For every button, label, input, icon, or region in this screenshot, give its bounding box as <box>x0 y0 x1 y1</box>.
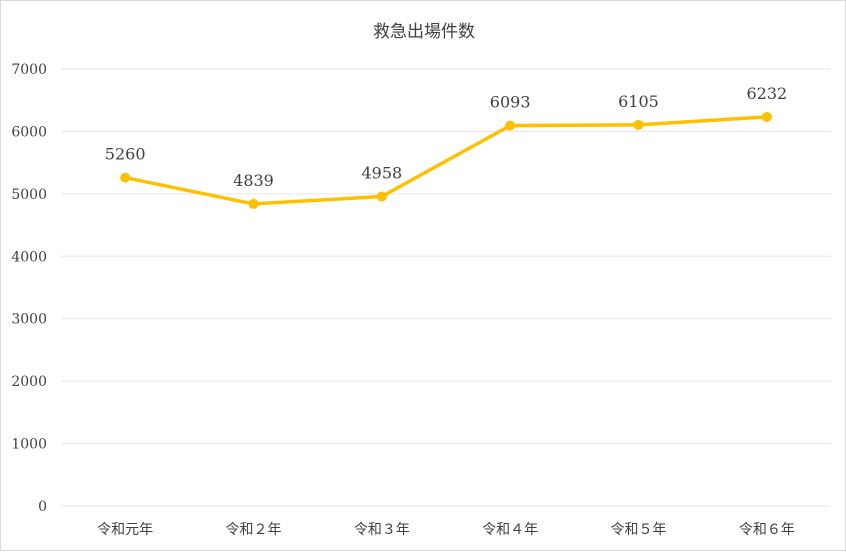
x-tick-label: 令和４年 <box>482 522 538 538</box>
data-label: 6093 <box>490 93 531 112</box>
y-tick-label: 6000 <box>11 124 47 140</box>
y-tick-label: 7000 <box>11 62 47 78</box>
data-labels: 5260 4839 4958 6093 6105 6232 <box>105 84 787 190</box>
data-point <box>120 172 131 183</box>
data-point <box>761 111 772 122</box>
x-tick-label: 令和５年 <box>611 522 667 538</box>
data-point <box>633 119 644 130</box>
data-point <box>505 120 516 131</box>
x-tick-label: 令和３年 <box>354 522 410 538</box>
series-line-path <box>123 115 769 206</box>
y-tick-label: 2000 <box>11 374 47 390</box>
y-axis-labels: 0 1000 2000 3000 4000 5000 6000 7000 <box>11 62 47 515</box>
y-tick-label: 4000 <box>11 249 47 265</box>
data-point <box>248 198 259 209</box>
data-label: 5260 <box>105 145 146 164</box>
x-tick-label: 令和元年 <box>97 522 153 538</box>
y-tick-label: 0 <box>38 499 47 515</box>
y-tick-label: 5000 <box>11 187 47 203</box>
y-tick-label: 1000 <box>11 437 47 453</box>
series-line <box>120 111 772 209</box>
data-label: 4958 <box>361 163 402 182</box>
data-label: 6105 <box>618 92 659 111</box>
x-axis-labels: 令和元年 令和２年 令和３年 令和４年 令和５年 令和６年 <box>97 522 795 538</box>
chart-title: 救急出場件数 <box>373 22 475 42</box>
x-tick-label: 令和６年 <box>739 522 795 538</box>
data-label: 4839 <box>233 171 274 190</box>
gridlines <box>61 68 831 507</box>
y-tick-label: 3000 <box>11 312 47 328</box>
x-tick-label: 令和２年 <box>226 522 282 538</box>
data-label: 6232 <box>746 84 787 103</box>
data-point <box>376 191 387 202</box>
